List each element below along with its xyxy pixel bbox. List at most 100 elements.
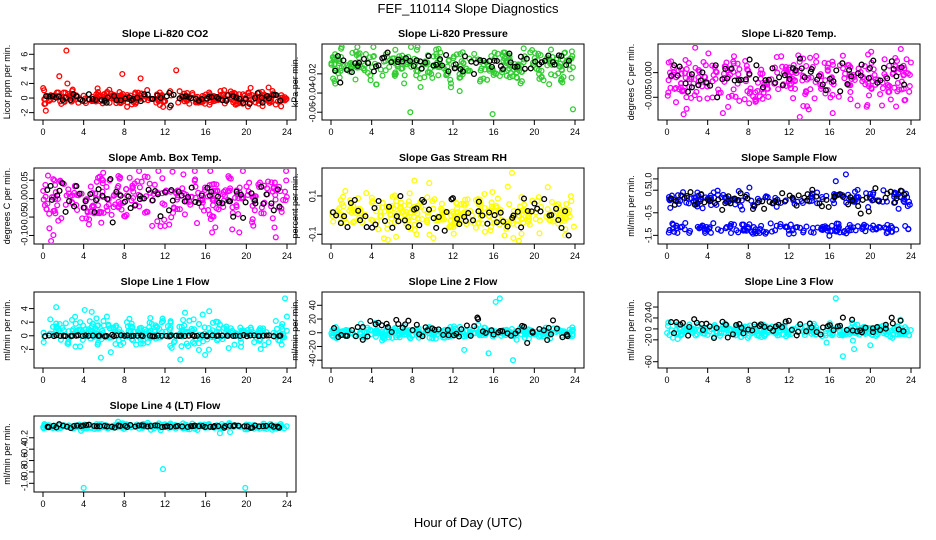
data-point [686,227,694,234]
data-point [488,199,495,206]
series-points [40,169,290,243]
reference-point [471,323,478,330]
y-tick-label: 0 [643,326,653,331]
data-point [426,231,433,238]
data-point [424,69,431,76]
data-point [710,220,717,227]
data-point [692,45,699,51]
reference-point [454,215,461,222]
data-point [281,188,289,195]
data-point [886,62,893,69]
data-point [151,181,158,188]
data-point [555,70,562,77]
reference-point [668,195,675,202]
data-point [561,49,569,56]
data-point [821,59,828,66]
reference-point [746,70,753,77]
reference-point [334,52,341,60]
data-point [190,316,197,323]
reference-point [514,63,521,70]
data-point [484,76,491,83]
data-point [450,55,457,62]
chart-title: Slope Line 4 (LT) Flow [110,400,221,412]
data-point [907,59,914,66]
reference-point [845,201,852,208]
data-point [730,221,738,228]
data-point [803,62,810,70]
reference-point [344,332,351,339]
data-point [829,61,836,68]
data-point [354,45,361,51]
data-point [831,200,838,207]
data-point [370,45,377,51]
data-point [737,203,744,210]
reference-point [71,203,78,210]
outlier-point [407,109,414,116]
data-point [765,93,772,100]
data-point [271,224,278,231]
data-point [54,202,61,209]
x-tick-label: 12 [784,251,794,261]
reference-point [405,223,412,231]
outlier-point [823,339,830,346]
x-tick-label: 4 [81,251,86,261]
reference-point [531,200,538,207]
reference-point [169,197,176,204]
data-point [674,335,681,343]
reference-point [770,327,777,334]
reference-point [558,52,565,60]
x-tick-label: 20 [529,251,539,261]
reference-point [258,183,265,190]
data-point [700,58,707,66]
data-point [758,222,765,229]
x-tick-label: 20 [529,127,539,137]
data-point [384,236,391,243]
data-point [380,58,387,65]
reference-point [455,333,463,340]
data-point [116,175,123,182]
reference-point [79,97,86,104]
x-tick-label: 12 [448,127,458,137]
data-point [198,203,205,211]
data-point [847,88,854,96]
reference-point [399,58,406,65]
data-point [811,95,818,102]
x-tick-label: 20 [241,499,251,509]
reference-point [233,188,240,195]
reference-point [809,186,816,193]
reference-point [772,79,779,86]
reference-point [479,212,486,219]
reference-point [333,212,340,219]
reference-point [475,198,482,205]
reference-point [179,93,186,100]
y-tick-label: 4 [19,66,29,71]
x-tick-label: 20 [865,127,875,137]
reference-point [330,325,338,332]
data-point [735,71,742,78]
data-point [790,62,797,69]
reference-point [684,88,691,95]
reference-point [263,191,270,198]
data-point [144,174,151,181]
reference-point [674,72,681,79]
data-point [95,322,102,329]
data-point [60,327,67,334]
reference-point [722,65,729,72]
data-point [791,85,799,92]
data-point [518,230,525,237]
reference-point [270,207,277,214]
x-tick-label: 24 [282,251,292,261]
reference-point [497,209,504,216]
reference-point [491,212,498,219]
data-point [728,220,735,228]
data-point [282,197,289,204]
reference-point [532,58,539,65]
data-point [377,213,384,220]
reference-point [706,323,713,330]
reference-point [872,185,879,192]
outlier-point [867,342,874,349]
data-point [749,230,757,237]
y-tick-label: -0.4 [19,441,29,457]
data-point [43,206,50,213]
